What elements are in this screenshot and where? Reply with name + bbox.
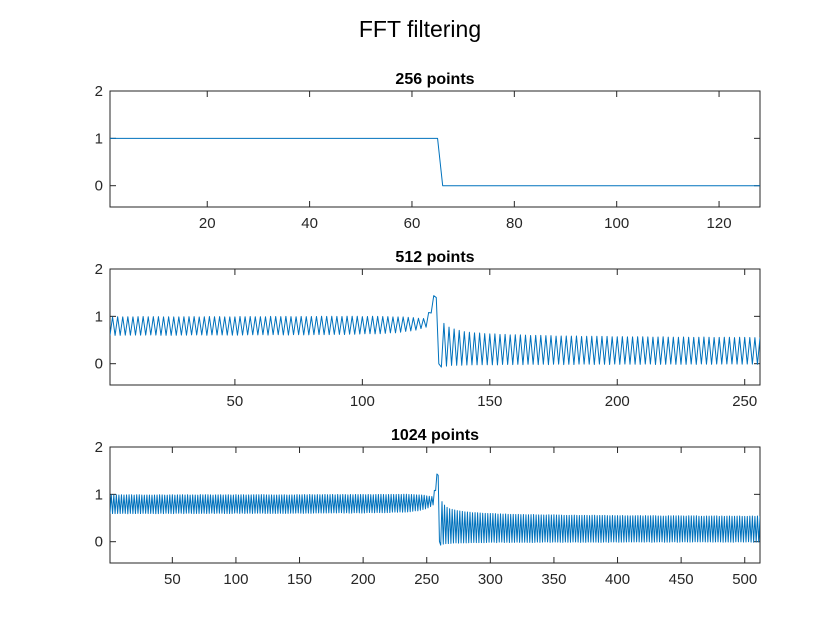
x-tick-label: 60 <box>404 215 421 232</box>
x-tick-label: 200 <box>351 571 376 588</box>
x-tick-label: 350 <box>541 571 566 588</box>
y-tick-label: 1 <box>95 308 103 325</box>
y-tick-label: 0 <box>95 356 103 373</box>
x-tick-label: 150 <box>477 393 502 410</box>
figure-title: FFT filtering <box>359 16 481 42</box>
x-tick-label: 250 <box>732 393 757 410</box>
x-tick-label: 120 <box>707 215 732 232</box>
y-tick-label: 0 <box>95 178 103 195</box>
subplot-title: 1024 points <box>391 427 479 444</box>
x-tick-label: 100 <box>350 393 375 410</box>
x-tick-label: 20 <box>199 215 216 232</box>
x-tick-label: 50 <box>227 393 244 410</box>
subplot-title: 256 points <box>395 71 474 88</box>
x-tick-label: 50 <box>164 571 181 588</box>
x-tick-label: 200 <box>605 393 630 410</box>
series-line <box>110 295 760 368</box>
y-tick-label: 1 <box>95 130 103 147</box>
subplot-1: 256 points 20 40 60 80 100 120 0 1 2 <box>95 71 761 232</box>
axes-box <box>109 90 761 208</box>
y-tick-label: 2 <box>95 439 103 456</box>
x-tick-label: 300 <box>478 571 503 588</box>
subplot-3: 1024 points 50 100 150 200 250 300 350 400 450 500… <box>95 427 761 588</box>
x-tick-label: 80 <box>506 215 523 232</box>
subplot-title: 512 points <box>395 249 474 266</box>
x-tick-label: 450 <box>669 571 694 588</box>
subplot-2: 512 points 50 100 150 200 250 0 1 2 <box>95 249 761 410</box>
x-tick-label: 100 <box>604 215 629 232</box>
x-tick-label: 100 <box>223 571 248 588</box>
y-tick-label: 1 <box>95 486 103 503</box>
x-tick-label: 500 <box>732 571 757 588</box>
x-tick-label: 150 <box>287 571 312 588</box>
series-line <box>110 473 760 546</box>
x-tick-label: 40 <box>301 215 318 232</box>
y-tick-label: 2 <box>95 261 103 278</box>
x-tick-label: 400 <box>605 571 630 588</box>
y-tick-label: 0 <box>95 534 103 551</box>
x-tick-label: 250 <box>414 571 439 588</box>
series-line <box>110 137 760 187</box>
y-tick-label: 2 <box>95 83 103 100</box>
